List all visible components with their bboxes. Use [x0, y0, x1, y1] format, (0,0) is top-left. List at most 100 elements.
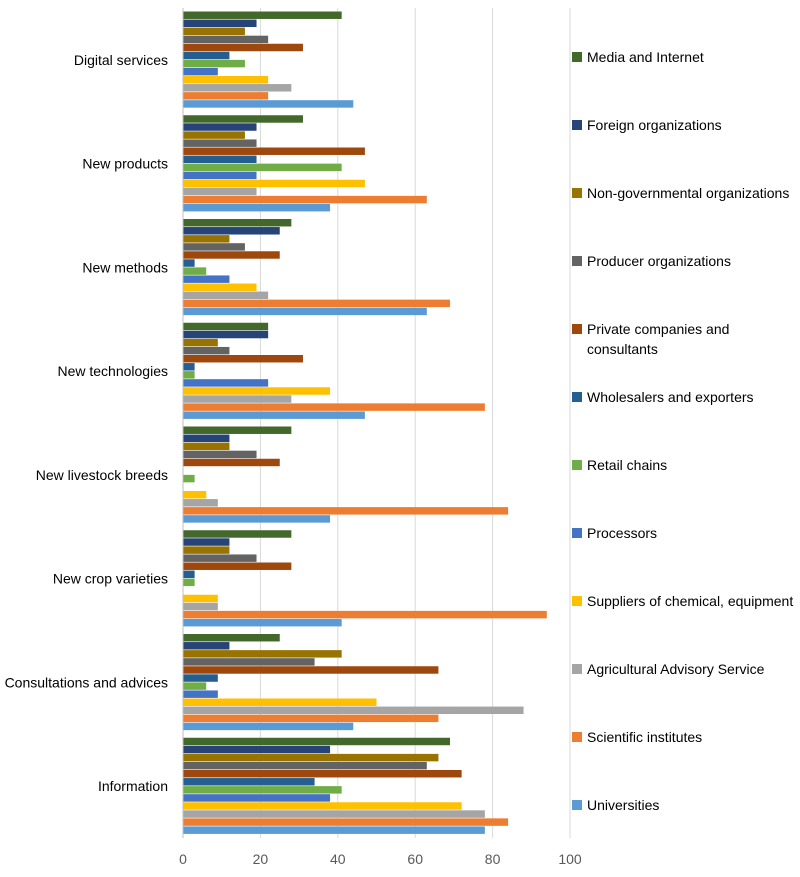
legend-label: Scientific institutes	[587, 729, 702, 745]
bar	[183, 674, 218, 682]
bar	[183, 355, 303, 363]
bar	[183, 43, 303, 52]
category-label: Consultations and advices	[5, 674, 168, 690]
bar	[183, 722, 354, 731]
bar	[183, 499, 218, 507]
bar	[183, 147, 365, 155]
category-label: New livestock breeds	[36, 467, 168, 483]
bar	[183, 330, 269, 339]
legend-swatch	[572, 188, 582, 198]
bar	[183, 371, 195, 379]
bar	[183, 442, 230, 451]
bar	[183, 618, 342, 627]
legend-swatch	[572, 732, 582, 742]
bar	[183, 634, 280, 642]
legend-swatch	[572, 256, 582, 266]
bar	[183, 778, 315, 786]
legend-swatch	[572, 800, 582, 810]
bar	[183, 84, 292, 92]
bar	[183, 794, 331, 802]
bar	[183, 714, 439, 723]
bar	[183, 259, 195, 267]
bar	[183, 346, 230, 355]
bar	[183, 179, 365, 188]
category-label: New methods	[82, 259, 168, 275]
legend: Media and Internet Foreign organizations N…	[572, 49, 793, 813]
legend-label: Media and Internet	[587, 49, 704, 65]
bar	[183, 411, 365, 419]
bar	[183, 338, 218, 347]
legend-label: Universities	[587, 797, 659, 813]
bar	[183, 51, 230, 60]
x-tick-label: 100	[558, 851, 582, 867]
bar	[183, 322, 269, 331]
bar	[183, 602, 218, 611]
x-tick-label: 80	[485, 851, 501, 867]
legend-label: Non-governmental organizations	[587, 185, 789, 201]
bar	[183, 650, 342, 658]
bar	[183, 578, 195, 587]
bar	[183, 434, 230, 443]
bar	[183, 379, 269, 387]
category-labels: Digital services New products New methods N…	[5, 52, 168, 794]
bar	[183, 227, 280, 235]
bar	[183, 11, 342, 19]
bar	[183, 92, 269, 100]
bar	[183, 538, 230, 546]
category-label: New crop varieties	[53, 571, 168, 587]
bar	[183, 450, 257, 459]
legend-swatch	[572, 460, 582, 470]
bar	[183, 491, 207, 499]
legend-swatch	[572, 52, 582, 62]
bar	[183, 35, 269, 44]
bar	[183, 426, 292, 434]
legend-swatch	[572, 324, 582, 334]
bar	[183, 195, 427, 204]
bar	[183, 155, 257, 164]
bar	[183, 19, 257, 28]
legend-label: Wholesalers and exporters	[587, 389, 754, 405]
legend-label: Retail chains	[587, 457, 667, 473]
bar	[183, 706, 524, 715]
bar	[183, 283, 257, 291]
legend-label: Private companies and consultants	[587, 321, 729, 357]
bar	[183, 163, 342, 172]
bar	[183, 171, 257, 180]
bar	[183, 363, 195, 371]
bar	[183, 810, 485, 818]
bar	[183, 698, 377, 706]
bar	[183, 235, 230, 243]
bar	[183, 251, 280, 259]
category-label: Information	[98, 778, 168, 794]
bar	[183, 690, 218, 698]
bar	[183, 203, 331, 212]
bar	[183, 307, 427, 316]
bar	[183, 100, 354, 108]
bar	[183, 123, 257, 131]
bar	[183, 745, 331, 754]
bar	[183, 658, 315, 666]
legend-swatch	[572, 120, 582, 130]
legend-label: Agricultural Advisory Service	[587, 661, 765, 677]
bar	[183, 187, 257, 196]
bar	[183, 610, 547, 619]
category-label: New products	[82, 156, 168, 172]
bar	[183, 458, 280, 467]
bar	[183, 403, 485, 411]
bar	[183, 562, 292, 570]
bar	[183, 786, 342, 794]
bars	[183, 11, 547, 834]
legend-swatch	[572, 664, 582, 674]
bar	[183, 761, 427, 770]
bar	[183, 115, 303, 123]
bar	[183, 682, 207, 690]
x-tick-label: 0	[179, 851, 187, 867]
bar	[183, 594, 218, 603]
x-tick-label: 20	[253, 851, 269, 867]
bar	[183, 818, 509, 826]
bar	[183, 67, 218, 76]
bar	[183, 219, 292, 227]
bar	[183, 395, 292, 403]
bar	[183, 59, 245, 68]
bar	[183, 27, 245, 36]
